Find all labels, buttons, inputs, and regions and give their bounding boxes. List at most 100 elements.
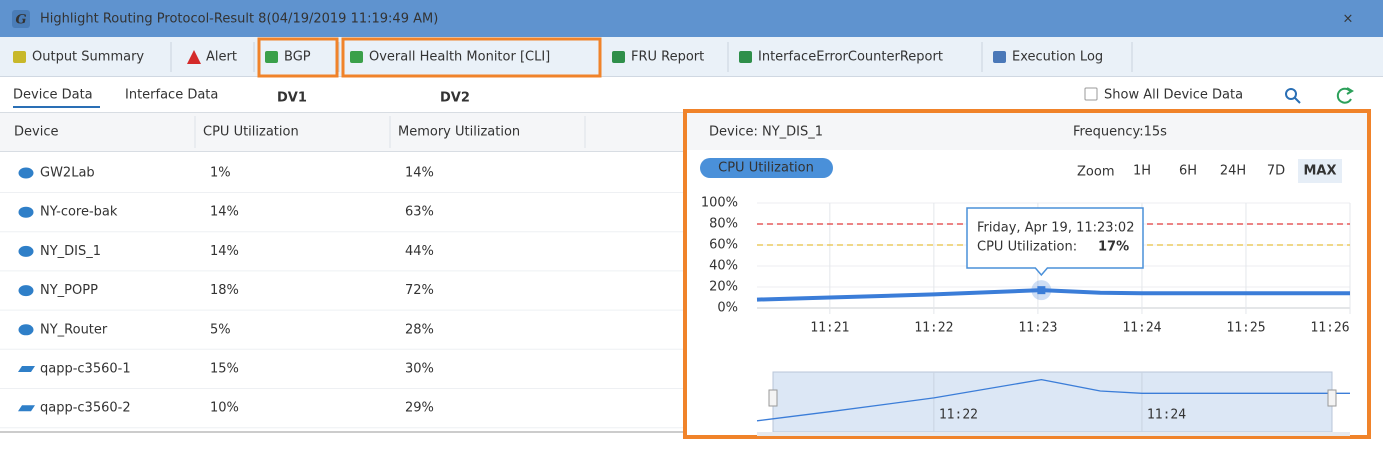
annotation: DV1 — [277, 91, 307, 106]
x-tick-label: 11:23 — [1018, 321, 1057, 336]
app-icon-letter: G — [15, 13, 26, 28]
checkbox-label: Show All Device Data — [1104, 88, 1243, 103]
point-marker — [1037, 286, 1046, 295]
switch-icon — [18, 366, 35, 372]
device-name[interactable]: NY_Router — [40, 322, 108, 337]
x-tick-label: 11:21 — [810, 321, 849, 336]
subtab-interface-data[interactable]: Interface Data — [125, 88, 218, 103]
router-icon — [18, 167, 34, 179]
tab-icon — [739, 51, 752, 63]
column-header: Device — [14, 125, 58, 140]
x-tick-label: 11:26 — [1310, 321, 1349, 336]
checkbox[interactable] — [1084, 87, 1098, 101]
y-tick-label: 60% — [709, 238, 738, 253]
tab-label[interactable]: Output Summary — [32, 50, 144, 65]
cpu-value: 15% — [210, 362, 239, 377]
window-title: Highlight Routing Protocol-Result 8(04/1… — [40, 12, 438, 27]
navigator-line — [756, 378, 1350, 422]
series-line — [756, 288, 1350, 302]
memory-value: 44% — [405, 244, 434, 259]
device-name[interactable]: qapp-c3560-2 — [40, 401, 131, 416]
device-name[interactable]: qapp-c3560-1 — [40, 362, 131, 377]
tab-icon — [13, 51, 26, 63]
device-name[interactable]: GW2Lab — [40, 166, 95, 181]
router-icon — [18, 206, 34, 218]
metric-badge — [700, 158, 833, 178]
tooltip-value: 17% — [1098, 240, 1129, 255]
memory-value: 29% — [405, 401, 434, 416]
annotation: DV2 — [440, 91, 470, 106]
y-tick-label: 20% — [709, 280, 738, 295]
device-name[interactable]: NY_DIS_1 — [40, 244, 101, 259]
tab-label[interactable]: Alert — [206, 50, 237, 65]
zoom-button[interactable]: 1H — [1133, 164, 1151, 179]
tab-icon — [993, 51, 1006, 63]
subtab-underline — [13, 106, 100, 108]
x-tick-label: 11:22 — [914, 321, 953, 336]
tab-label[interactable]: InterfaceErrorCounterReport — [758, 50, 943, 65]
title-bar — [0, 0, 1383, 37]
router-icon — [18, 324, 34, 336]
subtab-device-data[interactable]: Device Data — [13, 88, 93, 103]
x-tick-label: 11:24 — [1122, 321, 1161, 336]
zoom-button[interactable]: 24H — [1220, 164, 1246, 179]
navigator-selection — [772, 371, 1333, 433]
highlight-box — [341, 37, 602, 78]
y-tick-label: 100% — [701, 196, 738, 211]
memory-value: 63% — [405, 205, 434, 220]
tab-label[interactable]: Execution Log — [1012, 50, 1103, 65]
close-button[interactable]: × — [1343, 12, 1354, 27]
y-tick-label: 40% — [709, 259, 738, 274]
refresh-icon[interactable] — [1336, 87, 1352, 104]
x-tick-label: 11:25 — [1226, 321, 1265, 336]
panel-device: Device: NY_DIS_1 — [709, 125, 823, 140]
column-header: CPU Utilization — [203, 125, 299, 140]
tab-icon — [350, 51, 363, 63]
memory-value: 14% — [405, 166, 434, 181]
tab-label[interactable]: FRU Report — [631, 50, 704, 65]
tab-label[interactable]: Overall Health Monitor [CLI] — [369, 50, 550, 65]
tab-icon — [187, 50, 201, 64]
refresh-arrow — [1346, 87, 1354, 95]
y-tick-label: 80% — [709, 217, 738, 232]
memory-value: 30% — [405, 362, 434, 377]
table-header — [0, 112, 684, 152]
search-icon-handle — [1294, 97, 1301, 104]
memory-value: 28% — [405, 322, 434, 337]
cpu-value: 10% — [210, 401, 239, 416]
panel-header — [687, 113, 1367, 150]
zoom-button[interactable]: MAX — [1303, 164, 1336, 179]
cpu-value: 1% — [210, 166, 231, 181]
zoom-label: Zoom — [1077, 165, 1114, 180]
highlight-box — [257, 37, 339, 78]
navigator-tick-label: 11:22 — [939, 408, 978, 423]
cpu-value: 5% — [210, 322, 231, 337]
tooltip-box — [966, 207, 1144, 277]
metric-badge-label: CPU Utilization — [718, 161, 814, 176]
navigator-tick-label: 11:24 — [1147, 408, 1186, 423]
router-icon — [18, 285, 34, 297]
cpu-value: 14% — [210, 205, 239, 220]
zoom-button[interactable]: 7D — [1267, 164, 1285, 179]
device-name[interactable]: NY_POPP — [40, 283, 98, 298]
tab-icon — [265, 51, 278, 63]
tooltip-series: CPU Utilization: — [977, 240, 1077, 255]
panel-frequency: Frequency:15s — [1073, 125, 1167, 140]
search-icon[interactable] — [1285, 88, 1297, 100]
tab-icon — [612, 51, 625, 63]
device-name[interactable]: NY-core-bak — [40, 205, 118, 220]
tab-label[interactable]: BGP — [284, 50, 311, 65]
zoom-button[interactable]: 6H — [1179, 164, 1197, 179]
navigator-scrollbar — [757, 432, 1350, 436]
zoom-active-bg — [1298, 159, 1342, 183]
column-header: Memory Utilization — [398, 125, 520, 140]
switch-icon — [18, 405, 35, 412]
y-tick-label: 0% — [717, 301, 738, 316]
navigator-handle[interactable] — [768, 389, 778, 407]
memory-value: 72% — [405, 283, 434, 298]
cpu-value: 14% — [210, 244, 239, 259]
cpu-value: 18% — [210, 283, 239, 298]
navigator-handle[interactable] — [1327, 389, 1337, 407]
